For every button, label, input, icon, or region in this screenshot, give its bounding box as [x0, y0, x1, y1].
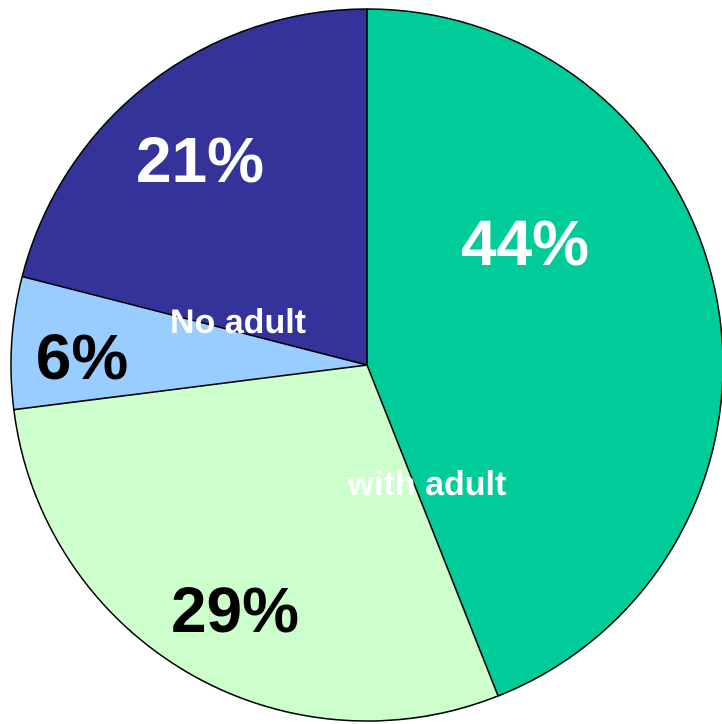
pie-slice: [366, 8, 722, 697]
pie-slice: [12, 364, 500, 722]
value-label: 44%: [461, 207, 589, 279]
labels: 44% 29% 6% 21% No adult with adult: [36, 124, 589, 646]
value-label: 21%: [136, 124, 264, 196]
pie-slice: [21, 8, 368, 366]
pie: [10, 8, 722, 722]
annotation: No adult: [170, 303, 306, 341]
value-label: 6%: [36, 321, 129, 393]
pie-slice: [10, 275, 368, 411]
annotation: with adult: [347, 465, 507, 503]
value-label: 29%: [171, 574, 299, 646]
